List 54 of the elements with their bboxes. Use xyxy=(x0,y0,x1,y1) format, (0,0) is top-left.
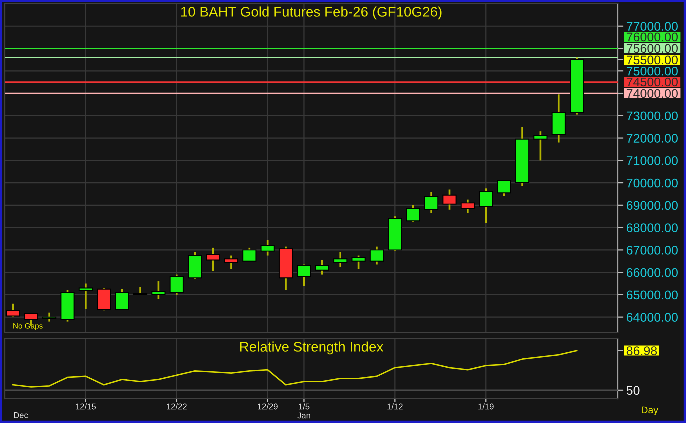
candlestick xyxy=(424,191,439,214)
candlestick xyxy=(224,254,238,270)
candlestick xyxy=(497,180,512,198)
x-tick-label: 1/19 xyxy=(478,404,494,410)
ref-line-label: 76000.00 xyxy=(626,32,678,42)
candlestick xyxy=(352,254,366,270)
x-tick-label: 1/12 xyxy=(388,404,403,410)
y-tick-label: 71000.00 xyxy=(626,156,678,166)
y-tick-label: 72000.00 xyxy=(626,134,678,143)
y-tick-label: 75000.00 xyxy=(626,66,678,76)
y-tick-label: 73000.00 xyxy=(626,112,678,121)
candlestick xyxy=(406,204,420,224)
y-tick-label: 70000.00 xyxy=(626,178,678,188)
candlestick xyxy=(460,198,475,214)
text: Dec xyxy=(14,412,28,418)
candlestick xyxy=(6,303,20,318)
candlestick xyxy=(260,239,275,257)
candlestick xyxy=(297,264,312,287)
x-axis-title: Day xyxy=(642,406,659,416)
candlestick xyxy=(534,130,548,162)
chart-title: 10 BAHT Gold Futures Feb-26 (GF10G26) xyxy=(181,6,442,20)
candlestick xyxy=(152,280,166,300)
y-tick-label: 86.98 xyxy=(626,346,658,356)
y-tick-label: 65000.00 xyxy=(626,290,678,300)
candlestick xyxy=(170,274,184,296)
candlestick xyxy=(78,282,93,310)
y-tick-label: 67000.00 xyxy=(626,246,678,255)
y-tick-label: 77000.00 xyxy=(626,22,678,32)
y-tick-label: 68000.00 xyxy=(626,224,678,232)
candlestick xyxy=(479,188,494,224)
y-tick-label: 66000.00 xyxy=(626,268,678,278)
candlestick xyxy=(315,259,330,276)
y-tick-label: 75500.00 xyxy=(626,56,678,65)
candlestick xyxy=(442,188,457,211)
candlestick xyxy=(188,252,202,280)
candlestick xyxy=(97,287,112,312)
y-tick-label: 69000.00 xyxy=(626,201,678,210)
candlestick xyxy=(115,288,130,310)
candlestick xyxy=(133,286,148,296)
candlestick xyxy=(370,246,384,266)
x-tick-label: 12/22 xyxy=(167,404,187,410)
candlestick xyxy=(206,247,220,272)
ref-line-label: 74500.00 xyxy=(626,78,678,87)
candlestick xyxy=(334,252,348,268)
x-tick-label: 1/5 Jan xyxy=(298,404,310,419)
y-tick-label: 50 xyxy=(626,386,640,396)
x-tick-label: 12/15 xyxy=(76,404,96,410)
ref-line-label: 75600.00 xyxy=(626,44,678,54)
chart-title: Relative Strength Index xyxy=(240,342,384,355)
y-tick-label: 64000.00 xyxy=(626,313,678,322)
candlestick xyxy=(242,247,257,262)
x-tick-label: 12/29 xyxy=(258,404,278,410)
ref-line-label: 74000.00 xyxy=(626,89,678,98)
candlestick xyxy=(552,94,566,144)
